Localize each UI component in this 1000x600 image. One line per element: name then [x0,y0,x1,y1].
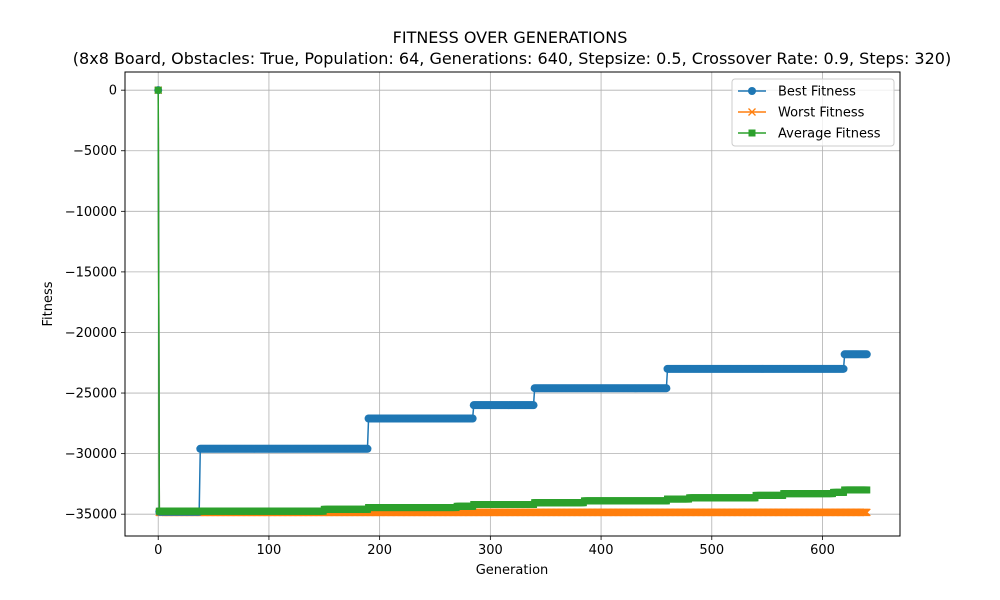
x-tick-label: 500 [699,543,724,558]
best-fitness-point [839,364,848,373]
y-tick-label: −10000 [65,205,117,220]
legend-label: Worst Fitness [778,106,865,121]
best-fitness-point [862,350,871,359]
chart-subtitle: (8x8 Board, Obstacles: True, Population:… [73,49,951,68]
best-fitness-point [363,444,372,453]
legend-item-average-fitness: Average Fitness [738,127,881,142]
legend-marker [748,108,756,116]
y-tick-label: −25000 [65,387,117,402]
y-tick-label: 0 [109,84,117,99]
legend-item-best-fitness: Best Fitness [738,85,856,100]
x-tick-label: 200 [367,543,392,558]
chart-title: FITNESS OVER GENERATIONS [393,28,628,47]
x-tick-label: 300 [478,543,503,558]
best-fitness-point [662,384,671,393]
average-fitness-series [154,86,871,515]
grid-lines [125,72,900,536]
x-tick-label: 0 [154,543,162,558]
average-fitness-point [863,486,871,494]
legend-marker [748,87,756,95]
axis-ticks: 0 100 200 300 400 500 600 0 −5000 −10000 −15000 −20… [65,84,835,558]
worst-fitness-point [860,508,869,517]
legend-box [731,78,895,147]
plot-frame [124,71,901,537]
legend-label: Average Fitness [778,127,881,142]
worst-fitness-point [859,508,868,517]
worst-fitness-point [861,508,870,517]
x-tick-label: 400 [589,543,614,558]
y-tick-label: −5000 [73,144,117,159]
y-tick-label: −35000 [65,508,117,523]
worst-fitness-point [862,508,871,517]
best-fitness-point [529,401,538,410]
legend-label: Best Fitness [778,85,856,100]
y-tick-label: −30000 [65,447,117,462]
x-tick-label: 100 [257,543,282,558]
x-tick-label: 600 [810,543,835,558]
legend: Best Fitness Worst Fitness Average Fitness [731,78,895,147]
y-tick-label: −20000 [65,326,117,341]
legend-marker [748,129,756,137]
y-axis-label: Fitness [41,281,56,326]
average-fitness-point [154,86,162,94]
series-layer [154,86,871,517]
best-fitness-point [468,414,477,423]
x-axis-label: Generation [476,563,549,578]
legend-item-worst-fitness: Worst Fitness [738,106,865,121]
y-tick-label: −15000 [65,265,117,280]
